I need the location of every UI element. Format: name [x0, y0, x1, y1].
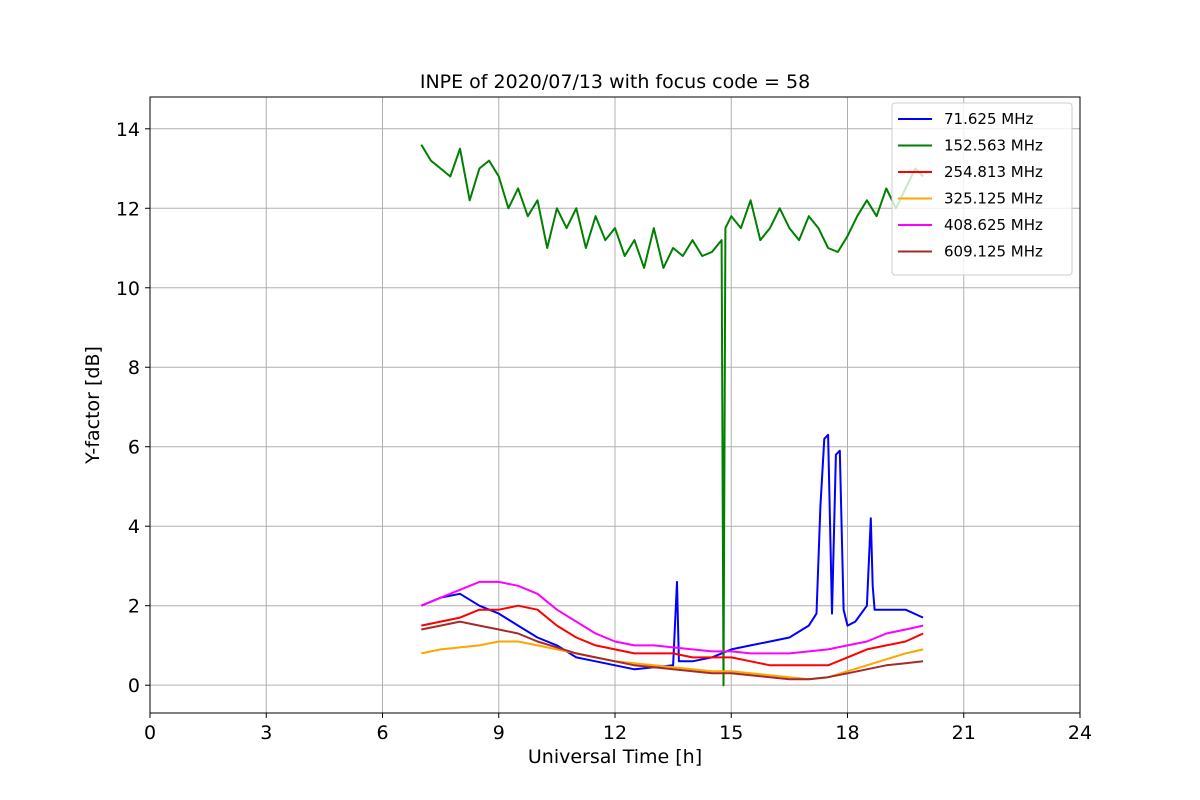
- legend-label: 325.125 MHz: [944, 190, 1043, 208]
- series-line: [421, 640, 924, 681]
- y-tick-label: 2: [128, 596, 140, 618]
- x-tick-label: 24: [1068, 722, 1092, 744]
- x-tick-label: 0: [144, 722, 156, 744]
- legend-label: 254.813 MHz: [944, 163, 1043, 181]
- series-line: [420, 433, 924, 671]
- x-tick-label: 9: [493, 722, 505, 744]
- legend: 71.625 MHz 152.563 MHz 254.813 MHz 325.125 …: [891, 102, 1073, 276]
- series-layer: [420, 144, 924, 687]
- y-tick-label: 4: [128, 516, 140, 538]
- x-tick-label: 3: [260, 722, 272, 744]
- series-line: [420, 580, 924, 655]
- legend-label: 152.563 MHz: [944, 137, 1043, 155]
- y-tick-label: 6: [128, 437, 140, 459]
- x-tick-label: 15: [719, 722, 743, 744]
- legend-label: 609.125 MHz: [944, 243, 1043, 261]
- y-axis-label: Y-factor [dB]: [82, 346, 104, 465]
- legend-label: 408.625 MHz: [944, 216, 1043, 234]
- series-line: [421, 604, 924, 667]
- y-tick-label: 10: [116, 278, 140, 300]
- chart-title: INPE of 2020/07/13 with focus code = 58: [420, 71, 810, 93]
- y-tick-label: 14: [116, 119, 140, 141]
- x-tick-label: 12: [603, 722, 627, 744]
- x-tick-label: 21: [952, 722, 976, 744]
- y-tick-label: 8: [128, 357, 140, 379]
- x-tick-label: 6: [376, 722, 388, 744]
- legend-label: 71.625 MHz: [944, 110, 1033, 128]
- series-line: [420, 144, 924, 687]
- series-line: [421, 620, 924, 681]
- legend-box: [891, 102, 1073, 276]
- x-tick-label: 18: [835, 722, 859, 744]
- y-tick-label: 12: [116, 198, 140, 220]
- x-axis-label: Universal Time [h]: [528, 746, 702, 768]
- y-tick-label: 0: [128, 675, 140, 697]
